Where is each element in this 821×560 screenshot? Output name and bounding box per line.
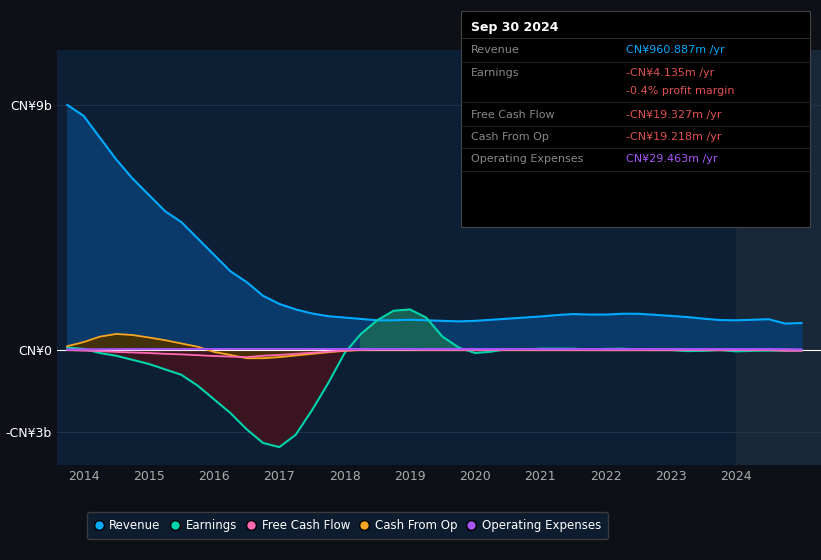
Bar: [736, 50, 821, 465]
Text: Sep 30 2024: Sep 30 2024: [471, 21, 559, 34]
Text: Revenue: Revenue: [471, 45, 520, 55]
Text: CN¥29.463m /yr: CN¥29.463m /yr: [626, 155, 717, 165]
Text: Operating Expenses: Operating Expenses: [471, 155, 584, 165]
Legend: Revenue, Earnings, Free Cash Flow, Cash From Op, Operating Expenses: Revenue, Earnings, Free Cash Flow, Cash …: [87, 512, 608, 539]
Text: CN¥960.887m /yr: CN¥960.887m /yr: [626, 45, 724, 55]
Text: -CN¥4.135m /yr: -CN¥4.135m /yr: [626, 68, 713, 78]
Text: Earnings: Earnings: [471, 68, 520, 78]
Text: Free Cash Flow: Free Cash Flow: [471, 110, 555, 120]
Text: -CN¥19.327m /yr: -CN¥19.327m /yr: [626, 110, 721, 120]
Text: -0.4% profit margin: -0.4% profit margin: [626, 86, 734, 96]
Text: -CN¥19.218m /yr: -CN¥19.218m /yr: [626, 132, 721, 142]
Text: Cash From Op: Cash From Op: [471, 132, 549, 142]
